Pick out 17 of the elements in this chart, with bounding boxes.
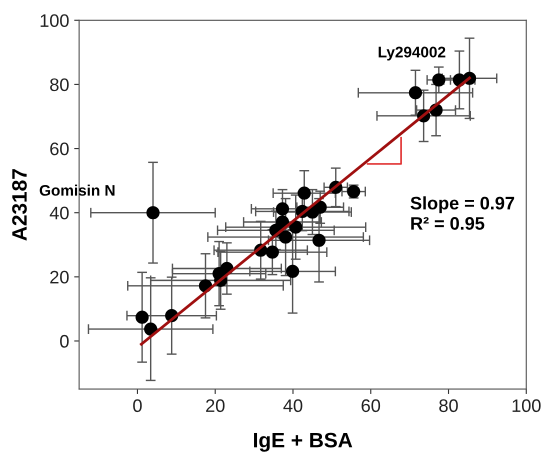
- y-tick-label: 40: [50, 206, 69, 220]
- annotation: Ly294002: [378, 46, 446, 60]
- x-tick-label: 80: [439, 399, 458, 412]
- y-tick-label: 80: [50, 78, 69, 92]
- x-axis-title: IgE + BSA: [254, 432, 352, 452]
- y-axis-title: A23187: [12, 169, 27, 241]
- annotation: R² = 0.95: [411, 217, 484, 230]
- x-tick-label: 100: [512, 399, 541, 412]
- x-tick-label: 40: [283, 399, 302, 412]
- y-tick-label: 60: [50, 142, 69, 156]
- y-tick-label: 100: [40, 14, 69, 28]
- annotation: Slope = 0.97: [410, 196, 514, 214]
- x-tick-label: 0: [133, 399, 142, 412]
- x-tick-label: 20: [206, 399, 225, 412]
- y-tick-label: 0: [60, 334, 69, 348]
- y-tick-label: 20: [50, 270, 69, 284]
- x-tick-label: 60: [362, 399, 380, 412]
